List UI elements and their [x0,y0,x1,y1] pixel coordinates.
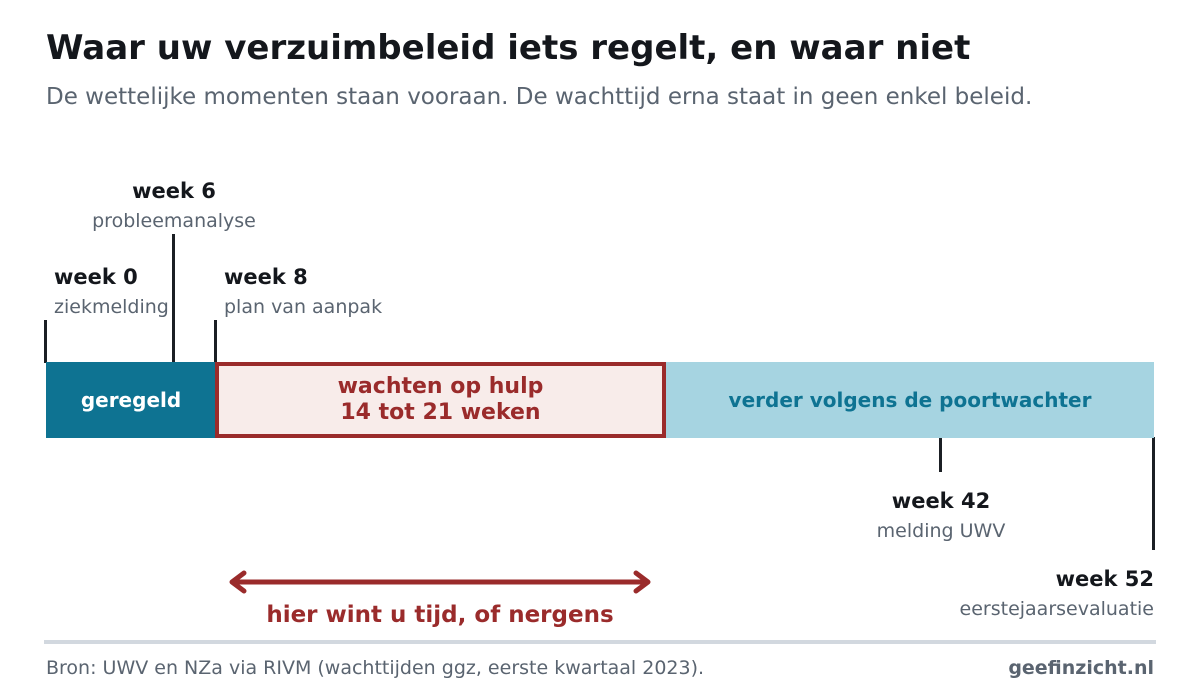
tick-week-0 [44,320,47,363]
tick-week-52 [1152,437,1155,550]
segment-wait-line2: 14 tot 21 weken [340,400,541,425]
milestone-week-label: week 8 [224,265,308,289]
tick-week-6 [172,234,175,363]
milestone-week-8: week 8 plan van aanpak [224,264,382,320]
milestone-desc: plan van aanpak [224,296,383,318]
double-arrow-icon [229,570,651,594]
milestone-week-label: week 52 [1055,567,1154,591]
tick-week-42 [939,437,942,472]
milestone-week-0: week 0 ziekmelding [54,264,169,320]
milestone-week-label: week 0 [54,265,138,289]
page-subtitle: De wettelijke momenten staan vooraan. De… [46,84,1033,110]
segment-wait-line1: wachten op hulp [337,374,544,399]
milestone-desc: ziekmelding [54,296,169,318]
milestone-week-42: week 42 melding UWV [851,488,1031,544]
segment-later: verder volgens de poortwachter [666,362,1154,438]
milestone-desc: eerstejaarsevaluatie [959,598,1154,620]
page-title: Waar uw verzuimbeleid iets regelt, en wa… [46,28,971,68]
milestone-week-6: week 6 probleemanalyse [84,178,264,234]
tick-week-8 [214,320,217,363]
segment-later-label: verder volgens de poortwachter [728,388,1092,412]
footer-divider [44,640,1156,644]
milestone-week-52: week 52 eerstejaarsevaluatie [960,566,1154,622]
segment-regulated-label: geregeld [80,388,182,412]
milestone-desc: melding UWV [876,520,1006,542]
segment-wait: wachten op hulp 14 tot 21 weken [215,362,666,438]
milestone-desc: probleemanalyse [92,210,256,232]
source-note: Bron: UWV en NZa via RIVM (wachttijden g… [46,657,705,679]
brand-link[interactable]: geefinzicht.nl [1008,657,1154,679]
gap-label: hier wint u tijd, of nergens [266,602,614,628]
segment-regulated: geregeld [46,362,216,438]
milestone-week-label: week 6 [132,179,216,203]
milestone-week-label: week 42 [891,489,991,513]
